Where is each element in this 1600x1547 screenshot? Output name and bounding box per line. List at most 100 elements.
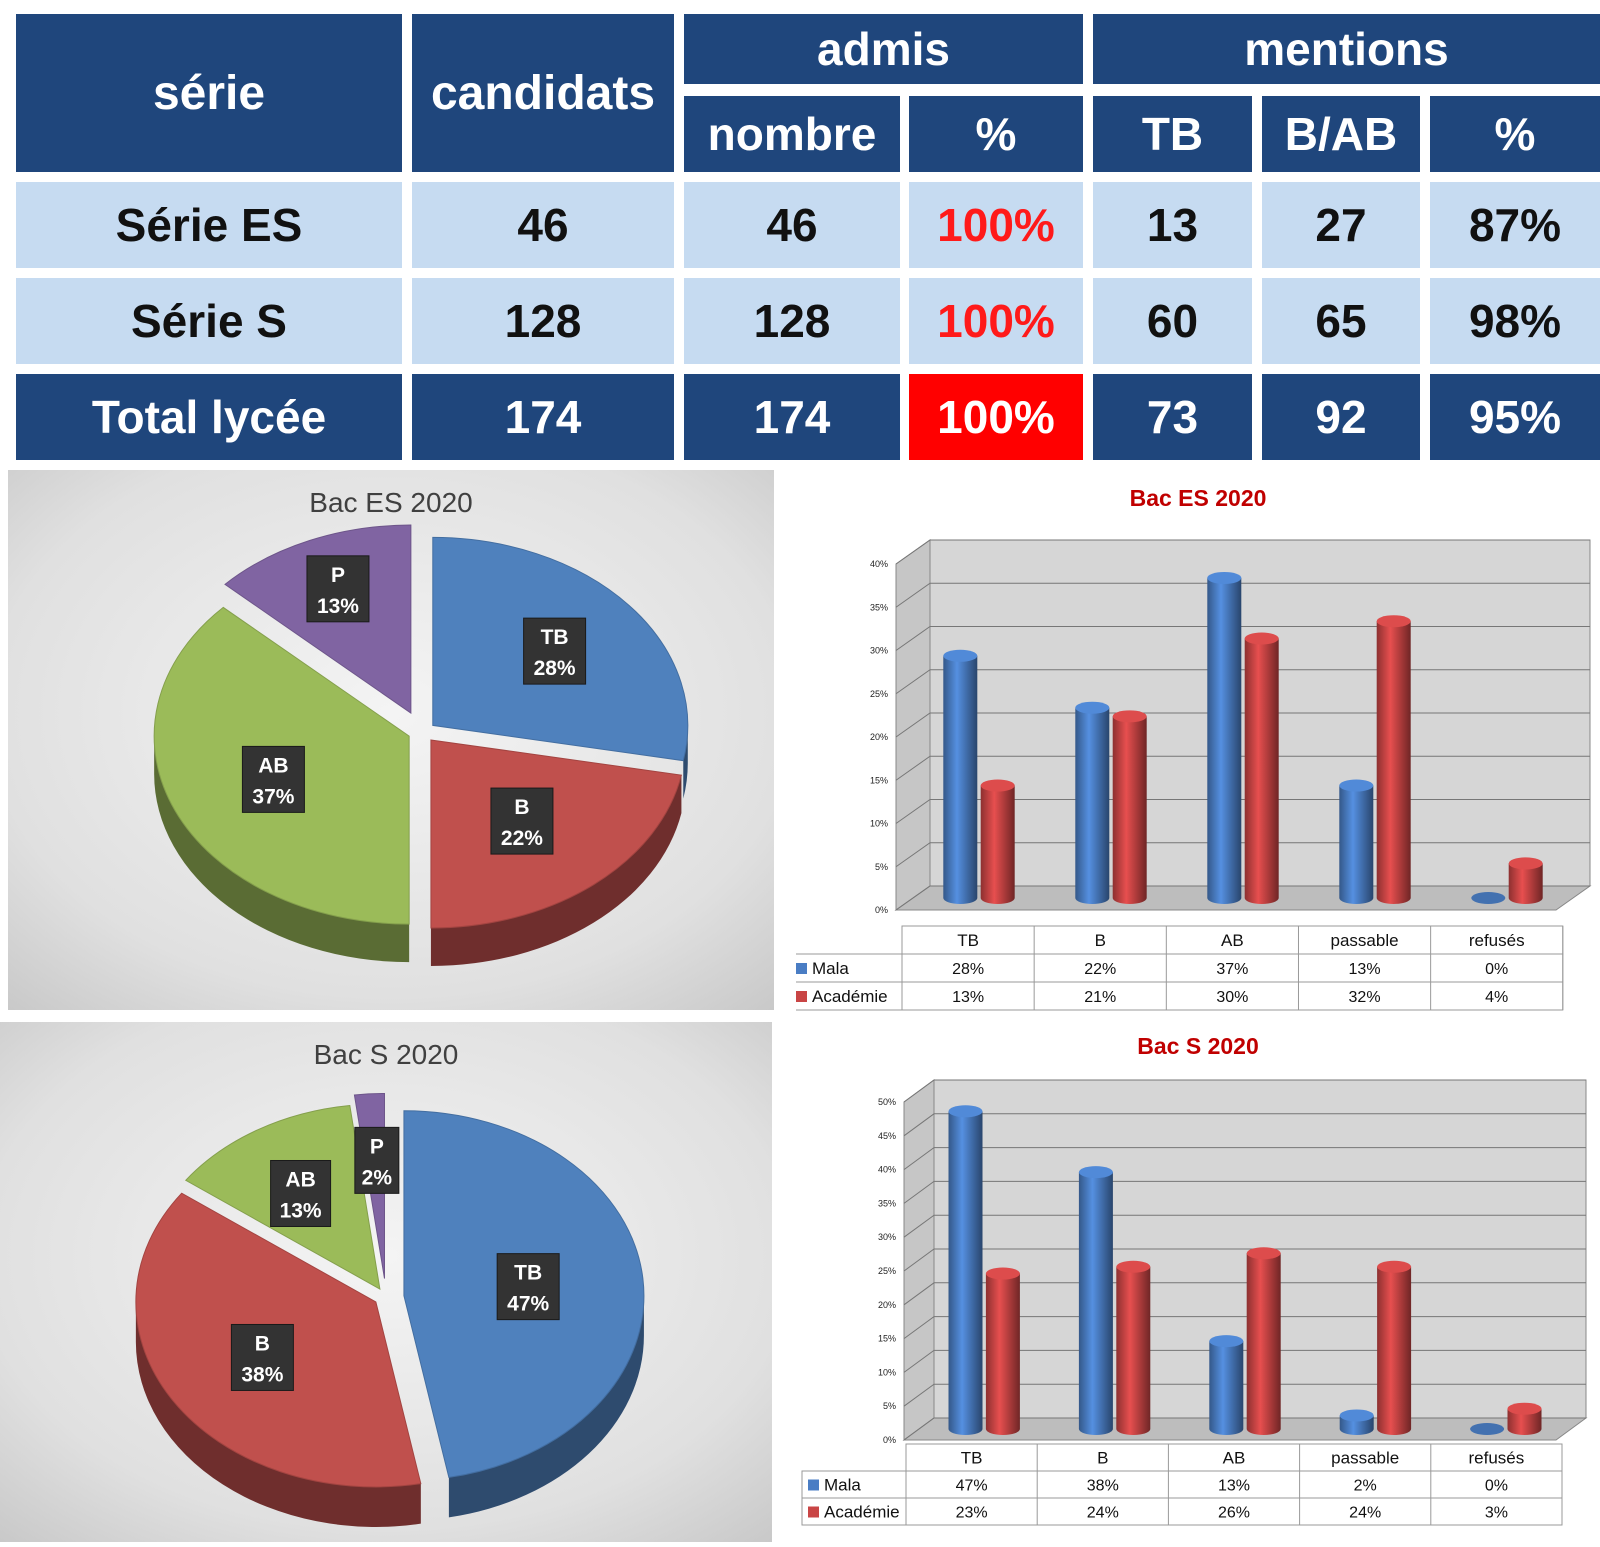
row-es-mentions-pct: 87%	[1430, 182, 1600, 268]
data-label-mala: 0%	[1485, 1477, 1508, 1494]
pie-label-box-b	[230, 1323, 294, 1391]
data-label-mala: 13%	[1218, 1477, 1250, 1494]
x-category-label: passable	[1331, 1448, 1399, 1467]
bar-top-académie-4	[1507, 1402, 1542, 1415]
row-es-tb: 13	[1093, 182, 1252, 268]
row-total-tb: 73	[1093, 374, 1252, 460]
pie-label-name-tb: TB	[514, 1262, 542, 1285]
bar-mala-2	[1209, 1341, 1244, 1435]
gridline	[903, 1316, 1586, 1340]
header-admis-pct: %	[909, 96, 1083, 172]
bar-mala-1	[1075, 707, 1110, 904]
pie-es-svg: Bac ES 2020 TB 28% B 22% AB 37% P 13%	[8, 470, 774, 1010]
row-s-nombre: 128	[684, 278, 900, 364]
bar-top-académie-1	[1116, 1260, 1151, 1273]
bar-top-mala-3	[1339, 779, 1374, 792]
header-serie: série	[16, 14, 402, 172]
row-total-serie: Total lycée	[16, 374, 402, 460]
bar-académie-2	[1244, 638, 1279, 904]
pie-label-value-b: 38%	[241, 1363, 283, 1386]
bar-académie-0	[980, 785, 1015, 904]
header-bab: B/AB	[1262, 96, 1420, 172]
pie-label-value-b: 22%	[501, 827, 543, 850]
pie-s-svg: Bac S 2020 TB 47% B 38% AB 13% P 2%	[0, 1022, 772, 1542]
pie-label-name-p: P	[370, 1135, 384, 1158]
pie-label-name-b: B	[255, 1332, 270, 1355]
y-tick-label: 45%	[878, 1131, 896, 1141]
bar-es-svg: Bac ES 2020 0% 5% 10% 15% 20% 25% 30% 35% 40% TB 28…	[789, 485, 1592, 1011]
bar-s-svg: Bac S 2020 0% 5% 10% 15% 20% 25% 30% 35% 40% 45% 50…	[801, 1033, 1588, 1526]
bar-académie-0	[985, 1273, 1020, 1435]
data-label-académie: 26%	[1218, 1504, 1250, 1521]
bar-top-mala-1	[1075, 701, 1110, 714]
y-tick-label: 10%	[870, 819, 888, 829]
bar-académie-1	[1116, 1266, 1151, 1435]
row-es-nombre: 46	[684, 182, 900, 268]
bar-top-académie-1	[1112, 710, 1147, 723]
pie-label-box-b	[490, 787, 554, 855]
bar-académie-3	[1376, 621, 1411, 904]
row-s-mentions-pct: 98%	[1430, 278, 1600, 364]
data-table-header-row	[901, 925, 1564, 955]
y-tick-label: 25%	[870, 689, 888, 699]
bar-top-mala-1	[1078, 1166, 1113, 1179]
gridline	[903, 1079, 1586, 1103]
bar-top-mala-0	[948, 1105, 983, 1118]
legend-label-académie: Académie	[812, 987, 888, 1006]
pie-label-name-ab: AB	[285, 1168, 315, 1191]
results-table: série candidats admis nombre % mentions …	[0, 0, 1600, 470]
data-label-mala: 13%	[1349, 961, 1381, 978]
gridline	[895, 669, 1590, 695]
x-category-label: refusés	[1469, 1448, 1525, 1467]
y-tick-label: 50%	[878, 1097, 896, 1107]
pie-label-box-tb	[523, 617, 587, 685]
legend-label-mala: Mala	[812, 959, 849, 978]
row-s-admis-pct: 100%	[909, 278, 1083, 364]
header-tb: TB	[1093, 96, 1252, 172]
gridline	[895, 539, 1590, 565]
x-category-label: AB	[1223, 1448, 1246, 1467]
x-category-label: B	[1095, 931, 1106, 950]
pie-label-name-ab: AB	[258, 754, 288, 777]
gridline	[895, 755, 1590, 781]
pie-label-name-p: P	[331, 564, 345, 587]
legend-swatch-académie	[796, 991, 807, 1002]
data-label-académie: 4%	[1485, 989, 1508, 1006]
bar-top-académie-3	[1376, 615, 1411, 628]
data-label-académie: 3%	[1485, 1504, 1508, 1521]
row-total-nombre: 174	[684, 374, 900, 460]
data-label-académie: 23%	[956, 1504, 988, 1521]
row-total-candidats: 174	[412, 374, 674, 460]
y-tick-label: 15%	[870, 775, 888, 785]
row-total-bab: 92	[1262, 374, 1420, 460]
gridline	[895, 626, 1590, 651]
gridline	[895, 712, 1590, 738]
bar-chart-es: Bac ES 2020 0% 5% 10% 15% 20% 25% 30% 35% 40% TB 28…	[789, 478, 1600, 1018]
header-nombre: nombre	[684, 96, 900, 172]
gridline	[903, 1214, 1586, 1238]
bar-top-mala-3	[1339, 1409, 1374, 1422]
bar-top-académie-3	[1377, 1260, 1412, 1273]
data-label-académie: 13%	[952, 989, 984, 1006]
pie-label-box-ab	[241, 745, 305, 813]
bar-mala-1	[1078, 1172, 1113, 1435]
y-tick-label: 5%	[875, 862, 888, 872]
row-es-bab: 27	[1262, 182, 1420, 268]
row-es-serie: Série ES	[16, 182, 402, 268]
data-label-académie: 24%	[1087, 1504, 1119, 1521]
bar-mala-3	[1339, 785, 1374, 904]
x-category-label: TB	[961, 1448, 983, 1467]
bar-top-mala-2	[1209, 1335, 1244, 1348]
bar-top-mala-2	[1207, 571, 1242, 584]
pie-label-value-tb: 47%	[507, 1293, 549, 1316]
gridline	[903, 1147, 1586, 1171]
bar-top-académie-4	[1508, 857, 1543, 870]
x-category-label: refusés	[1469, 931, 1525, 950]
legend-label-académie: Académie	[824, 1503, 900, 1522]
data-label-académie: 24%	[1349, 1504, 1381, 1521]
bar-top-académie-0	[985, 1267, 1020, 1280]
pie-label-value-ab: 13%	[280, 1199, 322, 1222]
pie-slice-b	[430, 739, 683, 929]
data-label-mala: 47%	[956, 1477, 988, 1494]
gridline	[903, 1349, 1586, 1373]
